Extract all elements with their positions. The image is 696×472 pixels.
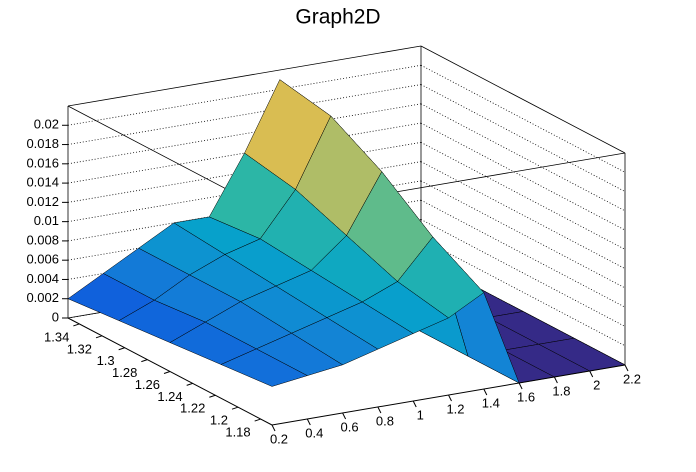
x-tick-label: 2 [593,377,600,392]
y-tick-label: 1.3 [97,353,115,368]
x-tick-label: 1 [417,407,424,422]
y-tick-label: 1.24 [157,389,182,404]
grid-line [67,84,422,145]
y-tick [209,394,216,398]
box-edge [67,45,422,107]
box-edge [420,45,626,154]
x-tick-label: 0.4 [305,425,323,440]
chart-title: Graph2D [295,6,380,29]
y-tick [163,371,171,374]
grid-line [420,64,626,173]
grid-line [420,122,626,231]
y-tick [186,382,193,386]
x-tick-label: 1.2 [446,401,464,416]
x-tick [342,412,347,420]
y-tick [141,359,148,363]
x-tick [624,364,629,372]
y-tick-label: 1.32 [67,341,92,356]
z-tick-label: 0.002 [26,290,59,305]
x-tick [306,418,311,426]
z-tick-label: 0.02 [34,117,59,132]
x-tick [412,400,417,408]
x-tick-label: 0.6 [341,419,359,434]
x-tick [271,424,276,432]
z-tick-label: 0.014 [26,175,59,190]
x-tick-label: 0.8 [376,413,394,428]
z-tick-label: 0 [52,309,59,324]
y-tick [118,347,125,351]
x-tick-label: 1.4 [482,395,500,410]
z-tick-label: 0.012 [26,194,59,209]
y-tick [231,406,239,410]
y-tick [73,323,80,327]
x-tick [518,382,523,390]
x-tick-label: 1.6 [517,389,535,404]
y-tick-label: 1.18 [225,424,250,439]
z-tick-label: 0.006 [26,252,59,267]
y-tick [254,418,261,422]
y-tick-label: 1.28 [112,365,137,380]
x-tick [483,388,488,396]
y-tick [95,335,103,339]
z-tick-label: 0.004 [26,271,59,286]
x-tick-label: 2.2 [623,371,641,386]
grid-line [420,103,626,212]
x-tick [589,370,594,378]
grid-line [67,64,422,126]
grid-line [420,161,626,269]
surface-cell [220,348,308,387]
y-tick-label: 1.2 [210,413,228,428]
x-tick-label: 0.2 [270,431,288,446]
z-tick-label: 0.016 [26,155,59,170]
y-tick-label: 1.34 [44,329,69,344]
y-tick-label: 1.26 [135,377,160,392]
z-tick-label: 0.01 [34,213,59,228]
x-tick-label: 1.8 [552,383,570,398]
z-tick-label: 0.018 [26,136,59,151]
x-tick [377,406,382,414]
x-tick [448,394,452,402]
grid-line [420,84,626,192]
z-tick-label: 0.008 [26,232,59,247]
x-tick [553,376,558,384]
y-tick-label: 1.22 [180,401,205,416]
